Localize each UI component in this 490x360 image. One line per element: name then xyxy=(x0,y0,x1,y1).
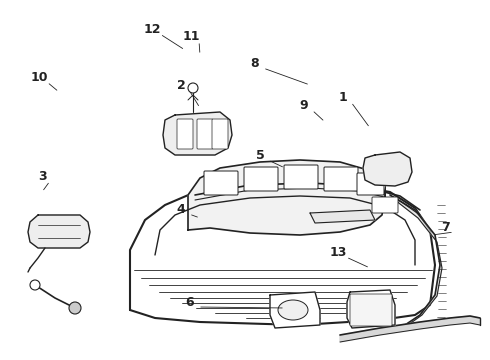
Circle shape xyxy=(188,83,198,93)
FancyBboxPatch shape xyxy=(212,119,228,149)
FancyBboxPatch shape xyxy=(350,294,392,326)
Text: 1: 1 xyxy=(339,90,347,104)
FancyBboxPatch shape xyxy=(284,165,318,189)
Text: 11: 11 xyxy=(182,30,200,42)
FancyBboxPatch shape xyxy=(372,197,398,213)
Text: 5: 5 xyxy=(256,149,265,162)
FancyBboxPatch shape xyxy=(204,171,238,195)
Text: 7: 7 xyxy=(441,220,450,234)
FancyBboxPatch shape xyxy=(324,167,358,191)
Polygon shape xyxy=(340,316,480,342)
Text: 3: 3 xyxy=(38,170,47,183)
Polygon shape xyxy=(347,290,395,328)
Text: 8: 8 xyxy=(251,57,259,69)
Polygon shape xyxy=(310,210,375,223)
Text: 9: 9 xyxy=(300,99,308,112)
FancyBboxPatch shape xyxy=(177,119,193,149)
Polygon shape xyxy=(390,195,442,325)
Polygon shape xyxy=(363,152,412,186)
FancyBboxPatch shape xyxy=(197,119,213,149)
Text: 2: 2 xyxy=(176,78,185,91)
Text: 10: 10 xyxy=(30,71,48,84)
FancyBboxPatch shape xyxy=(357,173,384,195)
Polygon shape xyxy=(28,215,90,248)
Ellipse shape xyxy=(278,300,308,320)
Circle shape xyxy=(30,280,40,290)
Text: 12: 12 xyxy=(143,23,161,36)
FancyBboxPatch shape xyxy=(244,167,278,191)
Text: 13: 13 xyxy=(329,246,347,258)
Circle shape xyxy=(69,302,81,314)
Polygon shape xyxy=(270,292,320,328)
Polygon shape xyxy=(188,160,385,235)
Polygon shape xyxy=(163,112,232,155)
Text: 6: 6 xyxy=(186,296,195,309)
Text: 4: 4 xyxy=(176,202,185,216)
Polygon shape xyxy=(130,183,435,325)
